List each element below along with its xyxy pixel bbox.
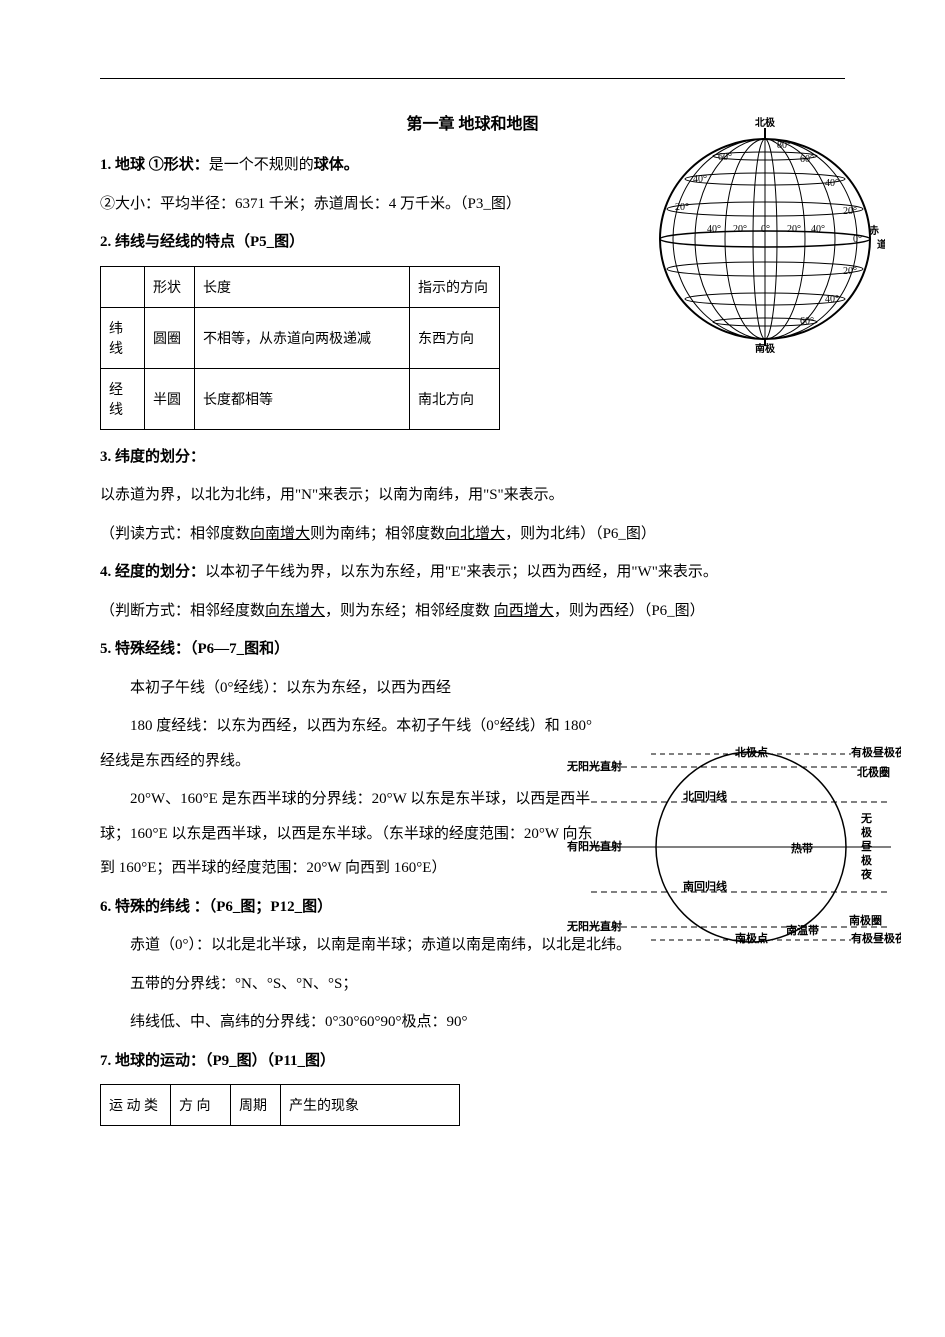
- para-1: 1. 地球 ①形状：是一个不规则的球体。: [100, 148, 845, 183]
- table-row: 纬线 圆圈 不相等，从赤道向两极递减 东西方向: [101, 307, 500, 368]
- document-body: 第一章 地球和地图 1. 地球 ①形状：是一个不规则的球体。 ②大小：平均半径：…: [100, 110, 845, 1126]
- para-6: （判读方式：相邻度数向南增大则为南纬；相邻度数向北增大，则为北纬）（P6_图）: [100, 517, 845, 552]
- para-10: 本初子午线（0°经线）：以东为东经，以西为西经: [100, 671, 845, 706]
- chapter-title: 第一章 地球和地图: [100, 110, 845, 134]
- svg-text:20°: 20°: [843, 266, 857, 277]
- table-row: 形状 长度 指示的方向: [101, 266, 500, 307]
- svg-text:南极圈: 南极圈: [849, 913, 882, 927]
- svg-text:极: 极: [861, 853, 873, 867]
- para-17: 7. 地球的运动：（P9_图）（P11_图）: [100, 1044, 845, 1079]
- para-12: 20°W、160°E 是东西半球的分界线：20°W 以东是东半球，以西是西半球；…: [100, 782, 600, 886]
- svg-text:无: 无: [860, 812, 872, 825]
- svg-text:北极圈: 北极圈: [857, 765, 890, 779]
- svg-text:0°: 0°: [853, 234, 862, 245]
- svg-text:夜: 夜: [860, 867, 873, 881]
- svg-text:有极昼极夜: 有极昼极夜: [851, 745, 901, 759]
- para-4: 3. 纬度的划分：: [100, 440, 845, 475]
- para-3: 2. 纬线与经线的特点（P5_图）: [100, 225, 845, 260]
- svg-text:赤: 赤: [869, 224, 879, 237]
- para-8: （判断方式：相邻经度数向东增大，则为东经；相邻经度数 向西增大，则为西经）（P6…: [100, 594, 845, 629]
- para-2: ②大小：平均半径：6371 千米；赤道周长：4 万千米。（P3_图）: [100, 187, 845, 222]
- para-15: 五带的分界线：°N、°S、°N、°S；: [100, 967, 845, 1002]
- para-11: 180 度经线：以东为西经，以西为东经。本初子午线（0°经线）和 180°经线是…: [100, 709, 600, 778]
- para-7: 4. 经度的划分：以本初子午线为界，以东为东经，用"E"来表示；以西为西经，用"…: [100, 555, 845, 590]
- para-5: 以赤道为界，以北为北纬，用"N"来表示；以南为南纬，用"S"来表示。: [100, 478, 845, 513]
- svg-text:道: 道: [877, 238, 885, 251]
- para-13: 6. 特殊的纬线 ：（P6_图；P12_图）: [100, 890, 845, 925]
- motion-table: 运 动 类 方 向 周期 产生的现象: [100, 1084, 460, 1126]
- table-row: 经线 半圆 长度都相等 南北方向: [101, 368, 500, 429]
- table-row: 运 动 类 方 向 周期 产生的现象: [101, 1085, 460, 1126]
- lat-lon-table: 形状 长度 指示的方向 纬线 圆圈 不相等，从赤道向两极递减 东西方向 经线 半…: [100, 266, 500, 430]
- para-16: 纬线低、中、高纬的分界线：0°30°60°90°极点：90°: [100, 1005, 845, 1040]
- svg-text:20°: 20°: [843, 206, 857, 217]
- svg-text:有极昼极夜: 有极昼极夜: [851, 931, 901, 945]
- para-14: 赤道（0°）：以北是北半球，以南是南半球；赤道以南是南纬，以北是北纬。: [100, 928, 845, 963]
- header-rule: [100, 78, 845, 79]
- svg-text:昼: 昼: [860, 840, 873, 853]
- svg-text:极: 极: [861, 825, 873, 839]
- para-9: 5. 特殊经线：（P6—7_图和）: [100, 632, 845, 667]
